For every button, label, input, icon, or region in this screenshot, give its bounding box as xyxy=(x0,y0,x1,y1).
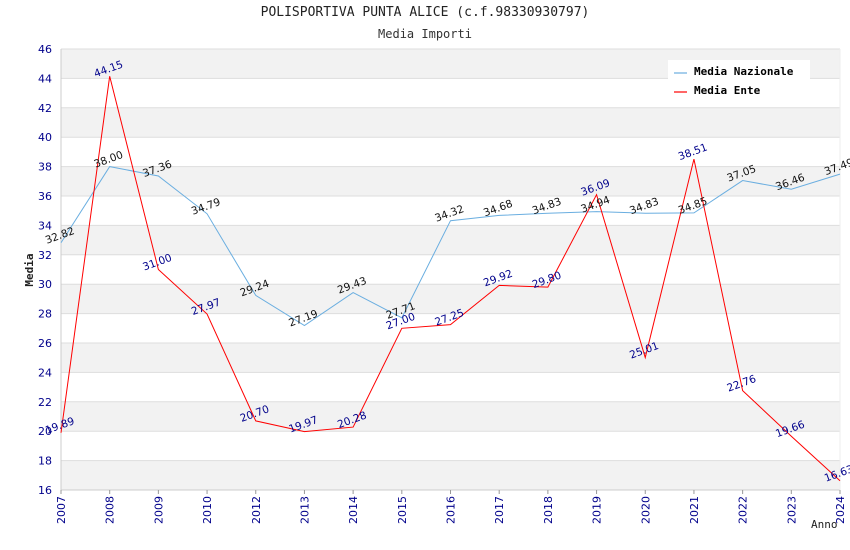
x-tick-label: 2008 xyxy=(104,496,117,524)
x-tick-label: 2024 xyxy=(834,496,847,524)
x-tick-label: 2019 xyxy=(591,496,604,524)
y-tick-label: 22 xyxy=(38,396,52,409)
y-tick-label: 44 xyxy=(38,72,52,85)
y-tick-label: 34 xyxy=(38,219,52,232)
x-tick-label: 2007 xyxy=(55,496,68,524)
y-axis-label: Media xyxy=(23,253,36,286)
x-tick-label: 2022 xyxy=(737,496,750,524)
legend-label-nazionale: Media Nazionale xyxy=(694,65,794,78)
grid-band xyxy=(61,431,840,461)
grid-bands xyxy=(61,49,840,490)
series-line-media-ente xyxy=(60,76,841,482)
x-tick-label: 2021 xyxy=(688,496,701,524)
legend-label-ente: Media Ente xyxy=(694,84,761,97)
legend-box xyxy=(668,60,810,101)
x-tick-label: 2012 xyxy=(250,496,263,524)
grid-band xyxy=(61,225,840,255)
grid-band xyxy=(61,107,840,138)
grid-band xyxy=(61,254,840,285)
y-tick-label: 28 xyxy=(38,308,52,321)
x-tick-label: 2010 xyxy=(201,496,214,524)
x-tick-label: 2016 xyxy=(445,496,458,524)
series-lines xyxy=(60,76,841,482)
y-tick-label: 40 xyxy=(38,131,52,144)
x-axis-label: Anno xyxy=(811,518,838,531)
y-tick-label: 26 xyxy=(38,337,52,350)
x-tick-label: 2017 xyxy=(493,496,506,524)
grid-band xyxy=(61,166,840,196)
x-tick-label: 2013 xyxy=(298,496,311,524)
series-line-media-nazionale xyxy=(60,166,841,327)
x-tick-label: 2018 xyxy=(542,496,555,524)
x-axis-ticks: 2007 2008 2009 2010 2012 2013 2014 2015 2016 2017… xyxy=(55,490,847,524)
y-tick-label: 42 xyxy=(38,102,52,115)
x-tick-label: 2014 xyxy=(347,496,360,524)
y-tick-label: 38 xyxy=(38,161,52,174)
y-tick-label: 24 xyxy=(38,366,52,379)
y-tick-label: 16 xyxy=(38,484,52,497)
y-tick-label: 18 xyxy=(38,455,52,468)
x-tick-label: 2009 xyxy=(152,496,165,524)
y-tick-label: 36 xyxy=(38,190,52,203)
x-tick-label: 2023 xyxy=(785,496,798,524)
chart-subtitle: Media Importi xyxy=(378,27,472,41)
grid-band xyxy=(61,313,840,343)
grid-band xyxy=(61,372,840,402)
chart-title: POLISPORTIVA PUNTA ALICE (c.f.9833093079… xyxy=(260,5,590,20)
grid-band xyxy=(61,343,840,373)
y-axis-ticks: 16 18 20 22 24 26 28 30 32 34 36 38 40 42 44 46 xyxy=(38,43,52,497)
y-tick-label: 30 xyxy=(38,278,52,291)
y-tick-label: 46 xyxy=(38,43,52,56)
x-tick-label: 2015 xyxy=(396,496,409,524)
y-tick-label: 20 xyxy=(38,425,52,438)
y-tick-label: 32 xyxy=(38,249,52,262)
grid-band xyxy=(61,460,840,490)
grid-band xyxy=(61,137,840,167)
legend: Media Nazionale Media Ente xyxy=(668,60,810,101)
x-tick-label: 2020 xyxy=(639,496,652,524)
grid-band xyxy=(61,401,840,432)
